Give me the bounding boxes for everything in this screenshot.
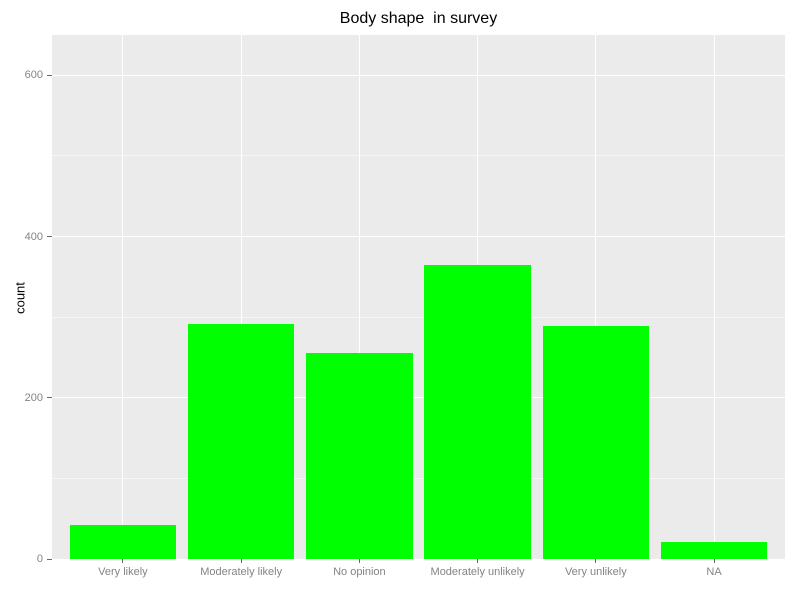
y-tick-label: 400 xyxy=(24,230,43,243)
x-gridline xyxy=(595,35,597,559)
y-gridline-major xyxy=(52,74,785,76)
x-tick-label: No opinion xyxy=(333,566,386,578)
bar-3 xyxy=(306,353,413,559)
x-tick-mark xyxy=(595,559,597,563)
x-tick-mark xyxy=(713,559,715,563)
x-tick-label: Very likely xyxy=(98,566,148,578)
y-gridline-minor xyxy=(52,477,785,479)
y-gridline-major xyxy=(52,236,785,238)
y-tick-mark xyxy=(47,397,52,399)
plot-panel xyxy=(52,35,785,559)
y-axis: 0 200 400 600 xyxy=(0,35,52,565)
bar-5 xyxy=(542,326,650,559)
y-gridline-minor xyxy=(52,316,785,318)
chart-title: Body shape in survey xyxy=(339,10,498,27)
y-tick-label: 200 xyxy=(24,391,43,404)
x-tick-mark xyxy=(240,559,242,563)
x-gridline xyxy=(358,35,360,559)
y-gridline-minor xyxy=(52,155,785,157)
x-tick-mark xyxy=(358,559,360,563)
y-tick-label: 0 xyxy=(36,553,43,565)
y-tick-mark xyxy=(47,236,52,238)
bar-6 xyxy=(660,542,768,559)
bar-2 xyxy=(187,324,295,559)
x-gridline xyxy=(240,35,242,559)
x-axis: Very likely Moderately likely No opinion Mo… xyxy=(52,559,785,593)
y-gridline-major xyxy=(52,558,785,559)
x-gridline xyxy=(122,35,124,559)
bar-1 xyxy=(69,525,177,559)
x-tick-mark xyxy=(122,559,124,563)
y-gridline-major xyxy=(52,397,785,399)
x-gridline xyxy=(713,35,715,559)
x-tick-label: Very unlikely xyxy=(564,566,627,578)
x-tick-label: Moderately unlikely xyxy=(430,566,525,578)
y-tick-mark xyxy=(47,74,52,76)
x-tick-mark xyxy=(477,559,479,563)
y-tick-mark xyxy=(47,558,52,560)
x-tick-label: Moderately likely xyxy=(200,566,283,578)
bar-4 xyxy=(424,264,531,559)
y-tick-label: 600 xyxy=(24,69,43,82)
x-tick-label: NA xyxy=(706,566,722,578)
